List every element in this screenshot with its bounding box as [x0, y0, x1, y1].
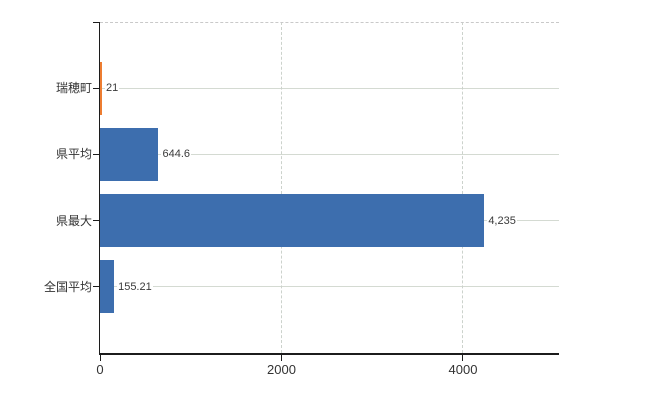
- bar-value-label: 21: [105, 82, 120, 95]
- bar: [100, 127, 159, 181]
- x-tick-label: 4000: [448, 362, 478, 377]
- h-gridline: [100, 87, 559, 89]
- x-tick: [99, 354, 101, 361]
- y-tick: [93, 87, 100, 89]
- y-tick: [93, 153, 100, 155]
- y-tick: [93, 220, 100, 222]
- h-gridline: [100, 286, 559, 288]
- v-gridline: [280, 22, 282, 353]
- category-label: 全国平均: [43, 279, 92, 294]
- category-label: 瑞穂町: [55, 81, 92, 96]
- category-label: 県平均: [55, 147, 92, 162]
- x-tick: [280, 354, 282, 361]
- bar-value-label: 644.6: [161, 148, 192, 161]
- bar: [100, 61, 102, 115]
- h-gridline: [100, 153, 559, 155]
- y-axis-line: [98, 22, 100, 355]
- x-axis-line: [98, 353, 559, 355]
- x-tick-label: 0: [96, 362, 104, 377]
- x-tick: [462, 354, 464, 361]
- y-tick: [93, 286, 100, 288]
- x-tick-label: 2000: [267, 362, 296, 377]
- bar: [100, 260, 115, 314]
- bar-value-label: 4,235: [487, 214, 517, 227]
- category-label: 県最大: [55, 213, 92, 228]
- plot-top-border: [100, 21, 559, 23]
- bar-value-label: 155.21: [117, 280, 153, 293]
- y-tick: [93, 21, 100, 23]
- bar: [100, 194, 485, 248]
- v-gridline: [462, 22, 464, 353]
